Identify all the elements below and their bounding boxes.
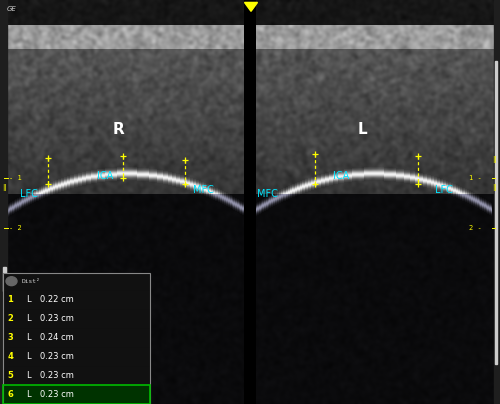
Text: 3: 3 [8, 333, 13, 342]
Text: 1 -: 1 - [469, 175, 482, 181]
Text: MFC: MFC [192, 185, 214, 195]
Circle shape [6, 277, 17, 286]
Text: GE: GE [7, 6, 17, 12]
Bar [2, 290, 150, 309]
Text: 0.23 cm: 0.23 cm [40, 314, 74, 323]
Text: L: L [26, 371, 31, 380]
Bar [2, 385, 150, 404]
Text: L: L [358, 122, 367, 137]
Text: 2 -: 2 - [469, 225, 482, 231]
Text: ‖: ‖ [2, 184, 6, 191]
Bar [2, 273, 150, 290]
Text: 0.23 cm: 0.23 cm [40, 352, 74, 361]
Text: ‖: ‖ [492, 156, 496, 163]
Text: L: L [26, 390, 31, 399]
Bar [494, 61, 497, 364]
Text: ICA: ICA [98, 171, 114, 181]
Text: ICA: ICA [332, 171, 349, 181]
Text: LFC: LFC [20, 189, 38, 199]
Text: L: L [26, 314, 31, 323]
Bar [3, 267, 6, 291]
Text: LFC: LFC [435, 185, 453, 195]
Text: MFC: MFC [258, 189, 278, 199]
Text: L: L [26, 352, 31, 361]
Bar [0, 0, 6, 404]
Text: 6: 6 [8, 390, 14, 399]
Text: 5: 5 [8, 371, 14, 380]
Text: 0.23 cm: 0.23 cm [40, 390, 74, 399]
Bar [2, 273, 150, 404]
Bar [2, 385, 150, 404]
Text: 0.22 cm: 0.22 cm [40, 295, 74, 304]
Text: 0.24 cm: 0.24 cm [40, 333, 74, 342]
Bar [2, 366, 150, 385]
Text: 1: 1 [8, 295, 14, 304]
Text: - 1: - 1 [9, 175, 22, 181]
Text: 0.23 cm: 0.23 cm [40, 371, 74, 380]
Bar [2, 347, 150, 366]
Text: - 2: - 2 [9, 225, 22, 231]
Text: Dist²: Dist² [22, 279, 40, 284]
Bar [2, 309, 150, 328]
Text: L: L [26, 333, 31, 342]
Polygon shape [244, 2, 258, 11]
Text: 2: 2 [8, 314, 14, 323]
Text: 4: 4 [8, 352, 14, 361]
Bar [494, 0, 500, 404]
Text: R: R [112, 122, 124, 137]
Text: L: L [26, 295, 31, 304]
Text: ‖: ‖ [492, 184, 496, 191]
Bar [2, 328, 150, 347]
